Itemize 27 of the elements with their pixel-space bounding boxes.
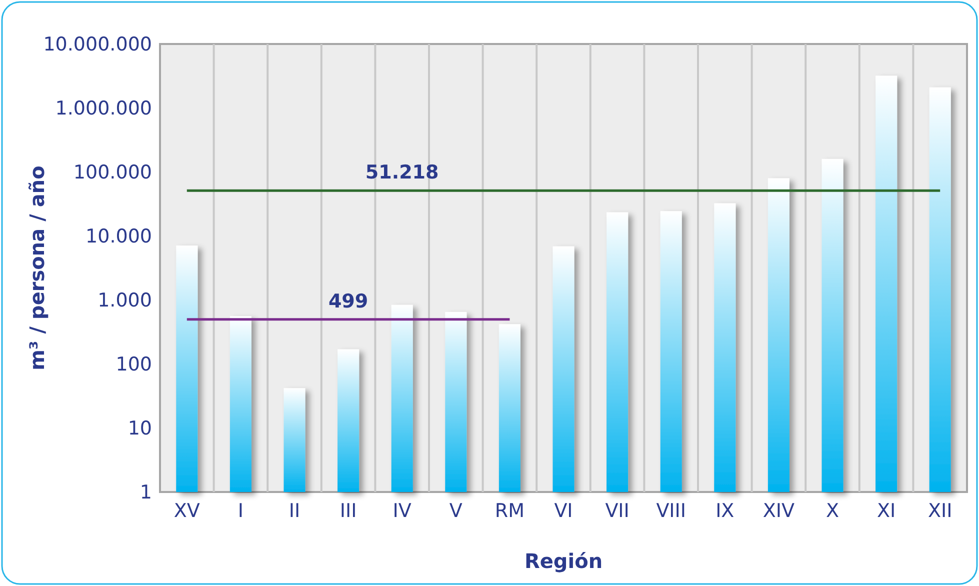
x-tick-label: RM	[494, 500, 525, 522]
x-tick-label: V	[449, 500, 462, 522]
y-tick-label: 10.000.000	[43, 34, 152, 56]
annotation: 499	[328, 290, 368, 312]
x-tick-label: X	[826, 500, 840, 522]
y-tick-label: 1.000.000	[55, 98, 152, 120]
x-tick-label: XII	[928, 500, 952, 522]
y-tick-label: 1.000	[98, 290, 152, 312]
y-tick-label: 10	[128, 418, 152, 440]
x-axis-title: Región	[524, 549, 603, 573]
y-tick-label: 10.000	[86, 226, 152, 248]
x-tick-label: IV	[392, 500, 412, 522]
y-tick-label: 1	[140, 482, 152, 504]
x-tick-label: IX	[716, 500, 734, 522]
y-tick-label: 100	[116, 354, 152, 376]
x-tick-label: XIV	[762, 500, 795, 522]
x-tick-label: VI	[554, 500, 573, 522]
annotation: 51.218	[365, 162, 439, 184]
x-tick-label: I	[238, 500, 244, 522]
x-tick-label: III	[340, 500, 357, 522]
x-tick-label: VIII	[656, 500, 686, 522]
x-tick-label: VII	[605, 500, 630, 522]
y-axis-title: m³ / persona / año	[25, 166, 49, 370]
y-tick-label: 100.000	[73, 162, 152, 184]
x-tick-label: XI	[876, 500, 896, 522]
x-tick-label: II	[288, 500, 300, 522]
x-tick-label: XV	[174, 500, 200, 522]
